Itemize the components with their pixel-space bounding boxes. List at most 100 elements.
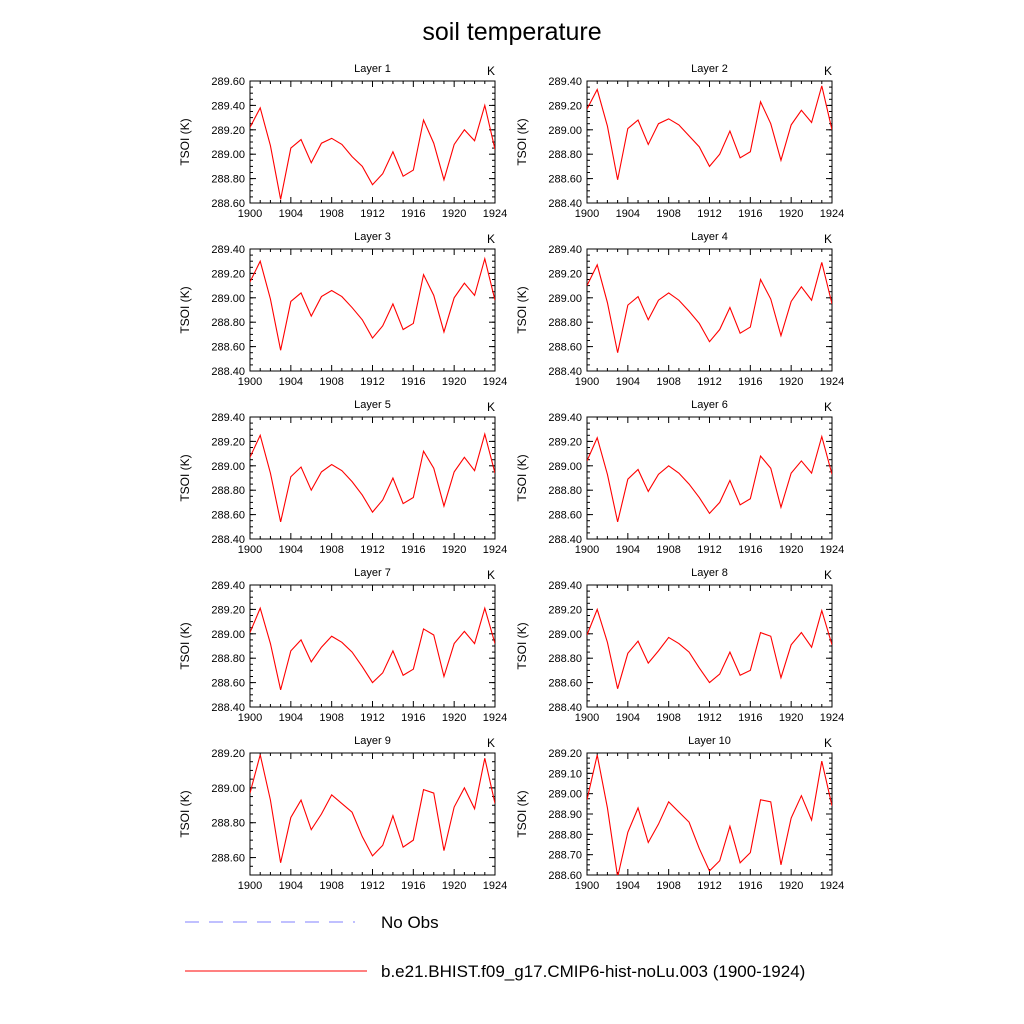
- y-tick-label: 288.80: [211, 485, 245, 497]
- y-tick-label: 288.60: [211, 678, 245, 690]
- plot-frame: [249, 584, 496, 708]
- x-tick-label: 1916: [738, 544, 762, 556]
- x-tick-label: 1900: [575, 880, 599, 892]
- series-line: [250, 606, 495, 691]
- x-tick-label: 1912: [697, 880, 721, 892]
- panel-title: Layer 2: [691, 63, 728, 75]
- x-tick-label: 1904: [279, 208, 303, 220]
- y-tick-label: 288.60: [211, 342, 245, 354]
- plot-frame: [249, 248, 496, 372]
- x-tick-label: 1908: [319, 208, 343, 220]
- y-tick-label: 289.00: [211, 293, 245, 305]
- x-tick-label: 1912: [697, 544, 721, 556]
- y-tick-label: 289.40: [211, 244, 245, 256]
- x-tick-label: 1908: [319, 712, 343, 724]
- panel-grid: 1900 1904 1908 1912 1916 1920 1924 288.60 288.80…: [178, 63, 844, 892]
- x-tick-label: 1916: [738, 880, 762, 892]
- y-tick-label: 289.40: [211, 100, 245, 112]
- y-axis-label: TSOI (K): [515, 286, 529, 333]
- y-tick-label: 288.80: [548, 653, 582, 665]
- x-tick-label: 1924: [483, 208, 507, 220]
- units-label: K: [487, 64, 495, 78]
- y-tick-label: 288.60: [548, 342, 582, 354]
- y-tick-label: 289.40: [548, 244, 582, 256]
- plot-frame: [586, 584, 833, 708]
- y-tick-label: 289.40: [548, 412, 582, 424]
- x-tick-label: 1924: [820, 208, 844, 220]
- chart-panel: 1900 1904 1908 1912 1916 1920 1924 288.40 288.60…: [515, 567, 844, 724]
- x-tick-label: 1924: [820, 544, 844, 556]
- y-tick-label: 288.60: [548, 174, 582, 186]
- x-tick-label: 1920: [442, 544, 466, 556]
- y-tick-label: 289.40: [211, 412, 245, 424]
- series-line: [587, 262, 832, 353]
- x-tick-label: 1912: [697, 208, 721, 220]
- x-tick-label: 1924: [483, 880, 507, 892]
- y-tick-label: 288.60: [211, 198, 245, 210]
- x-tick-label: 1904: [616, 712, 640, 724]
- series-line: [587, 85, 832, 180]
- panel-title: Layer 7: [354, 567, 391, 579]
- x-tick-label: 1912: [697, 376, 721, 388]
- y-tick-label: 289.00: [211, 461, 245, 473]
- y-tick-label: 289.00: [548, 629, 582, 641]
- y-tick-label: 288.90: [548, 809, 582, 821]
- legend: No Obs b.e21.BHIST.f09_g17.CMIP6-hist-noL…: [185, 913, 805, 981]
- y-axis-label: TSOI (K): [515, 790, 529, 837]
- y-tick-label: 289.60: [211, 76, 245, 88]
- series-line: [250, 431, 495, 523]
- x-tick-label: 1900: [575, 208, 599, 220]
- y-tick-label: 289.20: [548, 604, 582, 616]
- x-tick-label: 1900: [575, 712, 599, 724]
- y-tick-label: 289.00: [211, 783, 245, 795]
- units-label: K: [824, 736, 832, 750]
- y-tick-label: 289.00: [548, 789, 582, 801]
- y-tick-label: 289.20: [211, 604, 245, 616]
- x-tick-label: 1912: [360, 544, 384, 556]
- x-tick-label: 1908: [319, 544, 343, 556]
- x-tick-label: 1900: [238, 208, 262, 220]
- x-tick-label: 1916: [401, 880, 425, 892]
- x-tick-label: 1924: [483, 376, 507, 388]
- panel-title: Layer 9: [354, 735, 391, 747]
- x-tick-label: 1904: [279, 376, 303, 388]
- x-tick-label: 1904: [616, 376, 640, 388]
- y-tick-label: 288.40: [211, 702, 245, 714]
- x-tick-label: 1900: [238, 880, 262, 892]
- y-tick-label: 288.60: [211, 510, 245, 522]
- x-tick-label: 1900: [238, 544, 262, 556]
- y-tick-label: 289.20: [211, 125, 245, 137]
- chart-panel: 1900 1904 1908 1912 1916 1920 1924 288.40 288.60…: [515, 399, 844, 556]
- x-tick-label: 1912: [697, 712, 721, 724]
- units-label: K: [824, 232, 832, 246]
- y-tick-label: 289.20: [548, 436, 582, 448]
- x-tick-label: 1920: [779, 544, 803, 556]
- plot-frame: [249, 416, 496, 540]
- chart-panel: 1900 1904 1908 1912 1916 1920 1924 288.40 288.60…: [178, 399, 507, 556]
- chart-panel: 1900 1904 1908 1912 1916 1920 1924 288.60 288.80…: [178, 735, 507, 892]
- x-tick-label: 1908: [319, 376, 343, 388]
- y-axis-label: TSOI (K): [178, 622, 192, 669]
- x-tick-label: 1916: [401, 544, 425, 556]
- y-tick-label: 288.80: [548, 485, 582, 497]
- y-axis-label: TSOI (K): [515, 454, 529, 501]
- x-tick-label: 1904: [279, 712, 303, 724]
- chart-panel: 1900 1904 1908 1912 1916 1920 1924 288.40 288.60…: [178, 567, 507, 724]
- x-tick-label: 1920: [779, 208, 803, 220]
- y-tick-label: 289.20: [548, 748, 582, 760]
- x-tick-label: 1920: [779, 376, 803, 388]
- series-line: [587, 607, 832, 689]
- y-axis-label: TSOI (K): [178, 118, 192, 165]
- x-tick-label: 1900: [238, 712, 262, 724]
- x-tick-label: 1924: [483, 712, 507, 724]
- y-tick-label: 288.60: [548, 510, 582, 522]
- plot-frame: [249, 752, 496, 876]
- y-tick-label: 288.40: [211, 366, 245, 378]
- y-tick-label: 288.40: [548, 534, 582, 546]
- y-tick-label: 289.40: [211, 580, 245, 592]
- series-line: [587, 434, 832, 523]
- x-tick-label: 1900: [238, 376, 262, 388]
- panel-title: Layer 3: [354, 231, 391, 243]
- y-tick-label: 288.80: [548, 149, 582, 161]
- series-line: [587, 754, 832, 875]
